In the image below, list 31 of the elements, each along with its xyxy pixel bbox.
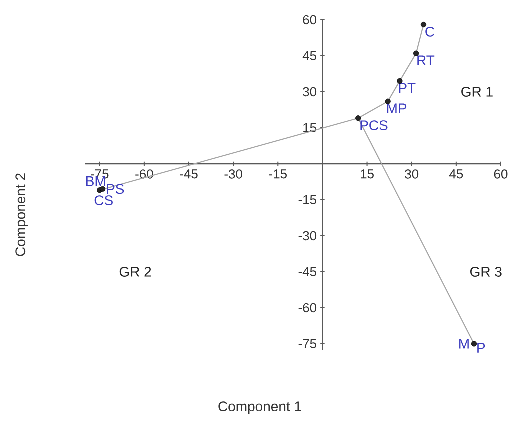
annotation: PS [107,184,124,194]
x-tick-label: 60 [494,170,508,179]
y-tick-label: 45 [302,51,316,61]
annotation: CS [94,196,113,206]
x-axis-title: Component 1 [218,402,302,414]
x-tick-label: -75 [91,170,109,179]
annotation: GR 2 [120,267,152,277]
annotation: GR 1 [462,87,493,97]
annotation: C [426,26,435,37]
x-tick-label: -45 [180,170,198,179]
y-tick-label: -60 [298,303,317,313]
annotation: GR 3 [470,267,502,277]
x-tick-label: 45 [449,170,464,179]
annotation: RT [418,56,435,66]
annotation: BM [86,176,106,186]
y-axis-title: Component 2 [16,174,28,256]
y-tick-label: -15 [298,195,316,205]
x-tick-label: 15 [361,170,374,179]
y-tick-label: -75 [298,339,316,349]
y-tick-label: -30 [298,231,317,241]
x-tick-label: -30 [224,170,242,179]
annotation: M [460,339,469,349]
x-tick-label: 30 [405,170,419,179]
y-tick-label: -45 [298,267,316,277]
y-tick-label: 30 [303,87,317,97]
y-tick-label: 60 [303,15,317,25]
annotation: PCS [360,120,388,130]
x-tick-label: -15 [269,170,287,179]
annotation: P [478,343,486,353]
annotation: PT [399,83,416,94]
annotation: MP [387,104,407,114]
